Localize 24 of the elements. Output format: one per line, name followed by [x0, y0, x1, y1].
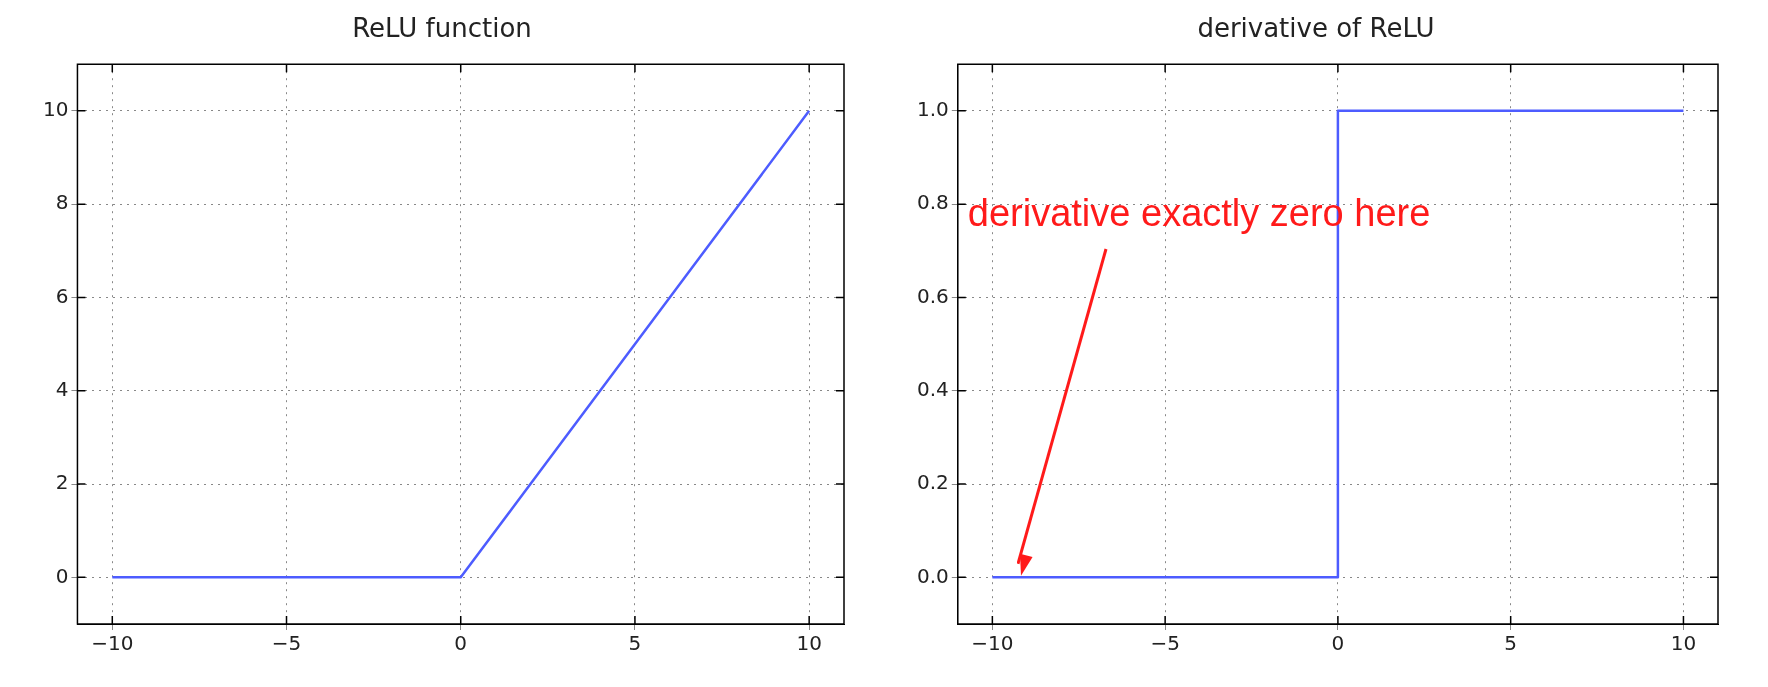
x-tick-label: 0 — [454, 631, 468, 656]
chart-title: ReLU function — [352, 13, 532, 44]
y-tick-label: 0 — [55, 563, 69, 588]
y-tick-label: 0.2 — [916, 470, 949, 495]
x-tick-label: 5 — [1504, 631, 1518, 656]
y-tick-label: 0.8 — [916, 190, 949, 215]
y-tick-label: 0.4 — [916, 376, 949, 401]
x-tick-label: −10 — [971, 631, 1014, 656]
y-tick-label: 4 — [55, 376, 69, 401]
x-tick-label: −5 — [1150, 631, 1180, 656]
chart-title: derivative of ReLU — [1197, 13, 1435, 44]
x-tick-label: 10 — [796, 631, 822, 656]
x-tick-label: −5 — [271, 631, 302, 656]
x-tick-label: 0 — [1331, 631, 1345, 656]
x-tick-label: 5 — [628, 631, 642, 656]
x-tick-label: −10 — [91, 631, 134, 656]
y-tick-label: 8 — [55, 190, 69, 215]
y-tick-label: 2 — [55, 470, 69, 495]
y-tick-label: 0.6 — [916, 283, 949, 308]
x-tick-label: 10 — [1670, 631, 1697, 656]
y-tick-label: 0.0 — [916, 563, 949, 588]
y-tick-label: 6 — [55, 283, 69, 308]
y-tick-label: 10 — [43, 97, 69, 122]
y-tick-label: 1.0 — [916, 97, 949, 122]
